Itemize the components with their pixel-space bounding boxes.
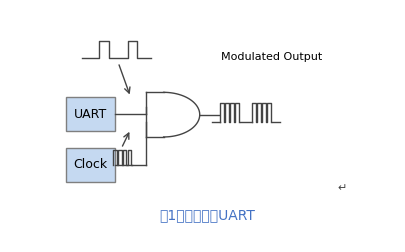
FancyBboxPatch shape (66, 97, 115, 131)
Text: Clock: Clock (74, 158, 108, 171)
Text: ↵: ↵ (338, 183, 347, 193)
Text: UART: UART (74, 108, 107, 121)
Text: 图1简单调制的UART: 图1简单调制的UART (160, 209, 256, 223)
FancyBboxPatch shape (66, 148, 115, 182)
Text: Modulated Output: Modulated Output (221, 52, 322, 62)
